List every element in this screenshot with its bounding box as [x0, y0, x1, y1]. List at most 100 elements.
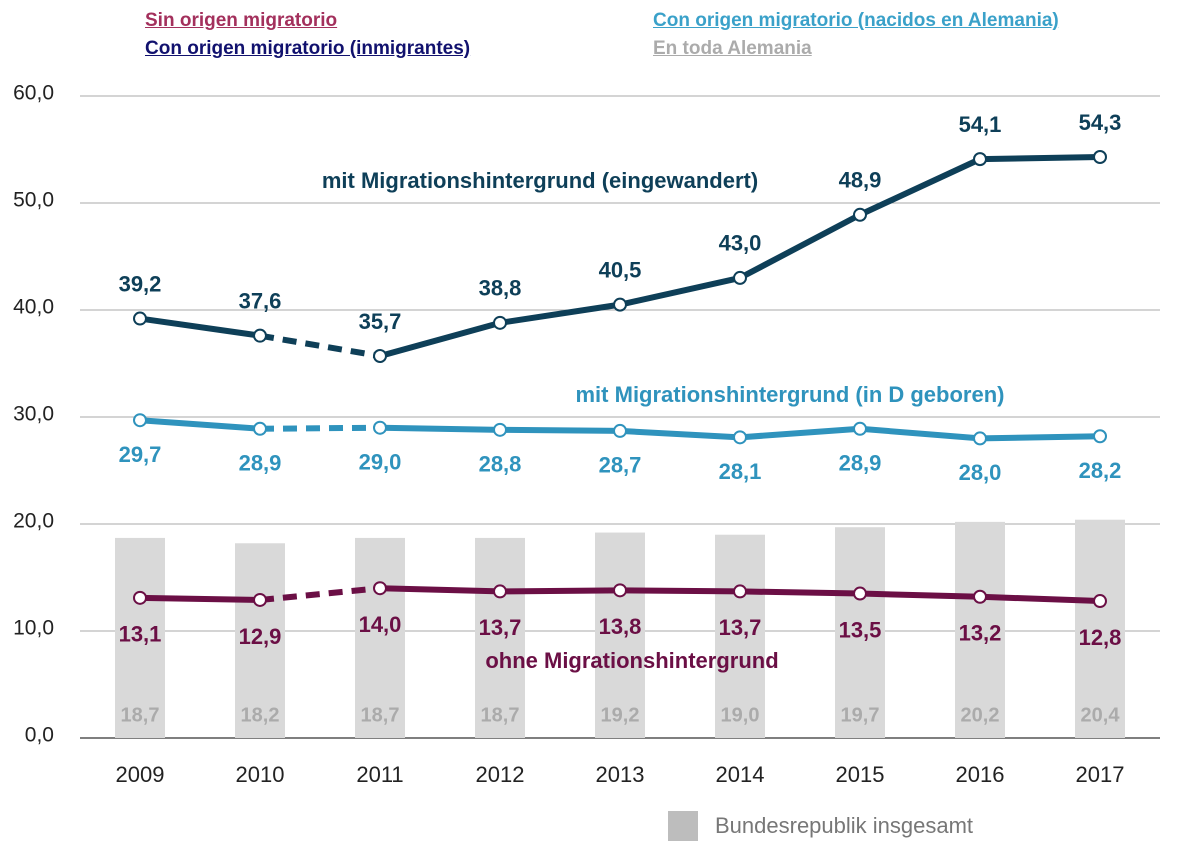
- legend-swatch: [668, 811, 698, 841]
- value-label: 35,7: [359, 309, 402, 334]
- data-point: [733, 584, 747, 599]
- data-point: [133, 413, 147, 428]
- bar: [235, 543, 285, 738]
- data-point: [493, 315, 507, 330]
- data-point: [973, 589, 987, 604]
- value-label: 12,9: [239, 624, 282, 649]
- legend-link[interactable]: En toda Alemania: [653, 38, 812, 59]
- line-segment: [259, 332, 381, 359]
- value-label: 38,8: [479, 276, 522, 301]
- line-segment: [377, 424, 503, 433]
- value-label: 12,8: [1079, 625, 1122, 650]
- data-point: [373, 420, 387, 435]
- bar-value-label: 18,7: [481, 704, 520, 726]
- bar-value-label: 18,2: [241, 704, 280, 726]
- bar-value-label: 20,4: [1081, 704, 1121, 726]
- line-segment: [857, 590, 983, 600]
- bar-value-label: 20,2: [961, 704, 1000, 726]
- value-label: 13,7: [719, 615, 762, 640]
- line-segment: [497, 426, 623, 434]
- value-label: 37,6: [239, 288, 282, 313]
- bar: [355, 537, 405, 738]
- x-tick-label: 2014: [716, 762, 765, 787]
- value-label: 54,1: [959, 112, 1002, 137]
- data-point: [733, 430, 747, 445]
- value-label: 28,0: [959, 460, 1002, 485]
- x-tick-label: 2009: [116, 762, 165, 787]
- value-label: 28,8: [479, 452, 522, 477]
- data-point: [613, 583, 627, 598]
- x-tick-label: 2015: [836, 762, 885, 787]
- value-label: 13,7: [479, 615, 522, 640]
- data-point: [613, 423, 627, 438]
- data-point: [973, 431, 987, 446]
- data-point: [493, 584, 507, 599]
- line-segment: [377, 319, 503, 360]
- value-label: 28,9: [239, 451, 282, 476]
- line-segment: [977, 433, 1103, 442]
- line-segment: [737, 425, 863, 441]
- value-label: 14,0: [359, 612, 402, 637]
- bar: [835, 527, 885, 738]
- value-label: 13,5: [839, 617, 882, 642]
- y-tick-label: 10,0: [13, 617, 54, 640]
- bar: [715, 534, 765, 738]
- line-segment: [737, 211, 863, 281]
- data-point: [253, 328, 267, 343]
- data-point: [1093, 429, 1107, 444]
- x-tick-label: 2010: [236, 762, 285, 787]
- data-point: [493, 422, 507, 437]
- line-segment: [377, 585, 503, 595]
- data-point: [133, 311, 147, 326]
- data-point: [973, 152, 987, 167]
- value-label: 28,9: [839, 451, 882, 476]
- bar: [595, 532, 645, 738]
- data-point: [1093, 594, 1107, 609]
- line-segment: [617, 427, 743, 441]
- data-point: [253, 421, 267, 436]
- bar-value-label: 19,7: [841, 704, 880, 726]
- value-label: 13,8: [599, 614, 642, 639]
- legend-link[interactable]: Con origen migratorio (inmigrantes): [145, 38, 471, 59]
- line-segment: [497, 587, 623, 595]
- y-tick-label: 0,0: [25, 724, 54, 747]
- line-segment: [497, 301, 623, 326]
- y-tick-label: 20,0: [13, 510, 54, 533]
- line-segment: [137, 417, 263, 432]
- line-segment: [137, 315, 263, 339]
- line-segment: [259, 424, 381, 432]
- line-segment: [617, 587, 743, 595]
- legend-link[interactable]: Con origen migratorio (nacidos en Aleman…: [653, 10, 1059, 31]
- data-point: [853, 421, 867, 436]
- y-tick-label: 50,0: [13, 189, 54, 212]
- value-label: 48,9: [839, 168, 882, 193]
- value-label: 39,2: [119, 271, 162, 296]
- line-segment: [737, 588, 863, 597]
- series-annotation: mit Migrationshintergrund (eingewandert): [322, 168, 758, 193]
- y-tick-label: 60,0: [13, 82, 54, 105]
- line-segment: [977, 153, 1103, 163]
- x-tick-label: 2011: [356, 762, 403, 787]
- line-segment: [137, 594, 263, 603]
- data-point: [1093, 149, 1107, 164]
- series-annotation: ohne Migrationshintergrund: [485, 648, 778, 673]
- value-label: 28,1: [719, 459, 762, 484]
- value-label: 29,0: [359, 450, 402, 475]
- bar: [475, 537, 525, 738]
- legend-link[interactable]: Sin origen migratorio: [145, 10, 338, 31]
- line-segment: [857, 425, 983, 442]
- data-point: [853, 586, 867, 601]
- x-tick-label: 2012: [476, 762, 525, 787]
- bar-value-label: 19,2: [601, 704, 640, 726]
- value-label: 28,2: [1079, 458, 1122, 483]
- value-label: 28,7: [599, 453, 642, 478]
- line-segment: [977, 593, 1103, 605]
- data-point: [373, 349, 387, 364]
- x-tick-label: 2013: [596, 762, 645, 787]
- bar: [955, 521, 1005, 738]
- series-annotation: mit Migrationshintergrund (in D geboren): [576, 382, 1005, 407]
- value-label: 40,5: [599, 257, 642, 282]
- bar-value-label: 19,0: [721, 704, 760, 726]
